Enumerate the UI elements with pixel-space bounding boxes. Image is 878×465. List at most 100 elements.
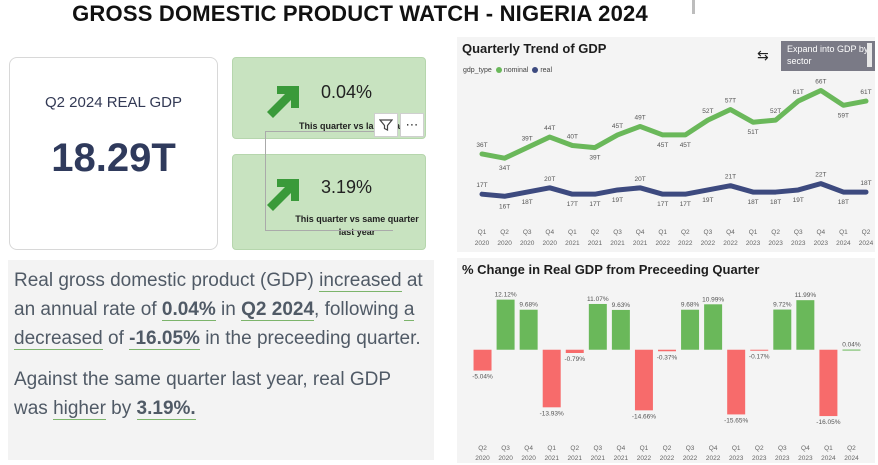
data-label: 18T [770, 199, 781, 206]
x-tick-label: 2023 [814, 240, 829, 247]
x-tick-label: Q2 [755, 445, 764, 452]
x-tick-label: 2021 [565, 240, 580, 247]
narrative-paragraph-1: Real gross domestic product (GDP) increa… [14, 266, 428, 353]
data-label: 17T [567, 201, 578, 208]
bar [658, 349, 676, 352]
x-tick-label: Q1 [824, 445, 833, 452]
x-tick-label: 2024 [821, 455, 836, 462]
x-tick-label: Q2 [591, 229, 600, 236]
narrative-text: by [105, 398, 137, 419]
delta-card-qoq[interactable]: 0.04% This quarter vs last quarter [232, 57, 426, 139]
data-label: 45T [657, 142, 668, 149]
x-tick-label: Q4 [617, 445, 626, 452]
x-tick-label: Q2 [847, 445, 856, 452]
x-tick-label: 2022 [723, 240, 738, 247]
bar [704, 304, 723, 350]
x-tick-label: 2021 [544, 455, 559, 462]
data-label: 19T [793, 197, 804, 204]
line-chart-svg: 36T 34T 39T 44T 40T 39T 45T 49T 45T 45T 52T 57T 51T 5… [475, 78, 874, 247]
quarterly-trend-chart[interactable]: Quarterly Trend of GDP gdp_type nominal … [457, 37, 875, 252]
button-scrollbar [867, 43, 872, 67]
x-tick-label: 2024 [844, 455, 859, 462]
x-tick-label: Q2 [570, 445, 579, 452]
x-tick-label: 2023 [746, 240, 761, 247]
data-label: 34T [499, 165, 510, 172]
arrow-up-right-icon [267, 86, 299, 118]
narrative-text: Real gross domestic product (GDP) [14, 270, 320, 291]
bar [842, 349, 861, 351]
data-label: 44T [544, 125, 555, 132]
data-label: 61T [860, 89, 871, 96]
data-label: -0.17% [749, 354, 770, 361]
data-label: -13.93% [540, 410, 564, 417]
x-tick-label: 2024 [859, 240, 874, 247]
x-tick-label: 2022 [683, 455, 698, 462]
data-label: 39T [589, 155, 600, 162]
x-tick-label: Q2 [681, 229, 690, 236]
narrative-text: Against the same quarter last year, real… [14, 369, 391, 419]
narrative-prev-rate: -16.05% [129, 328, 200, 350]
x-tick-label: Q1 [749, 229, 758, 236]
x-tick-label: Q2 [771, 229, 780, 236]
data-label: 18T [747, 199, 758, 206]
legend-dot [495, 67, 502, 74]
data-label: 19T [612, 197, 623, 204]
legend-title: gdp_type [463, 67, 492, 74]
delta-value-qoq: 0.04% [321, 82, 373, 102]
x-tick-label: 2020 [543, 240, 558, 247]
data-label: 52T [770, 108, 781, 115]
x-tick-label: 2023 [791, 240, 806, 247]
x-tick-label: Q3 [593, 445, 602, 452]
data-label: 9.63% [612, 302, 631, 309]
x-tick-label: 2023 [768, 240, 783, 247]
data-label: 11.07% [587, 296, 609, 303]
data-label: 17T [476, 182, 487, 189]
data-label: 57T [725, 98, 736, 105]
data-label: 45T [680, 142, 691, 149]
chart-legend: gdp_type nominal real [463, 67, 552, 74]
data-label: 18T [860, 180, 871, 187]
page-title: GROSS DOMESTIC PRODUCT WATCH - NIGERIA 2… [72, 1, 648, 26]
data-label: 66T [815, 78, 826, 85]
x-tick-label: Q2 [500, 229, 509, 236]
legend-item-nominal[interactable]: nominal [495, 67, 528, 74]
x-tick-label: Q3 [778, 445, 787, 452]
x-tick-label: Q3 [501, 445, 510, 452]
x-tick-label: Q1 [568, 229, 577, 236]
bar [519, 309, 538, 350]
data-label: 18T [838, 199, 849, 206]
legend-dot [532, 67, 539, 74]
pct-change-chart[interactable]: % Change in Real GDP from Preceeding Qua… [457, 258, 875, 463]
x-tick-label: 2023 [798, 455, 813, 462]
bar [681, 309, 700, 350]
data-label: 52T [702, 108, 713, 115]
filter-icon[interactable] [374, 113, 398, 137]
data-label: -5.04% [472, 374, 493, 381]
narrative-text: in the preceeding quarter. [199, 328, 421, 349]
kpi-label: Q2 2024 REAL GDP [44, 94, 182, 111]
data-label: 36T [476, 142, 487, 149]
x-tick-label: 2022 [637, 455, 652, 462]
drill-arrows-icon[interactable]: ⇆ [757, 47, 769, 63]
x-tick-label: 2020 [475, 240, 490, 247]
narrative-rate: 0.04% [161, 299, 216, 321]
bar [819, 349, 838, 417]
visual-header-icons: ⋯ [374, 113, 424, 137]
delta-card-yoy[interactable]: 3.19% This quarter vs same quarter last … [232, 154, 426, 250]
narrative-text: in [215, 299, 242, 320]
x-tick-label: Q4 [709, 445, 718, 452]
data-label: 19T [702, 197, 713, 204]
data-label: 17T [657, 201, 668, 208]
narrative-prev-direction: a decreased [14, 299, 415, 350]
x-tick-label: 2021 [633, 240, 648, 247]
legend-item-real[interactable]: real [532, 67, 552, 74]
expand-by-sector-button[interactable]: Expand into GDP by sector [781, 41, 875, 71]
more-options-icon[interactable]: ⋯ [400, 113, 424, 137]
x-tick-label: 2022 [660, 455, 675, 462]
x-tick-label: 2021 [568, 455, 583, 462]
kpi-card-real-gdp[interactable]: Q2 2024 REAL GDP 18.29T [9, 57, 218, 250]
x-tick-label: Q4 [524, 445, 533, 452]
data-label: -0.37% [657, 354, 678, 361]
data-label: 40T [567, 134, 578, 141]
x-tick-label: Q3 [613, 229, 622, 236]
